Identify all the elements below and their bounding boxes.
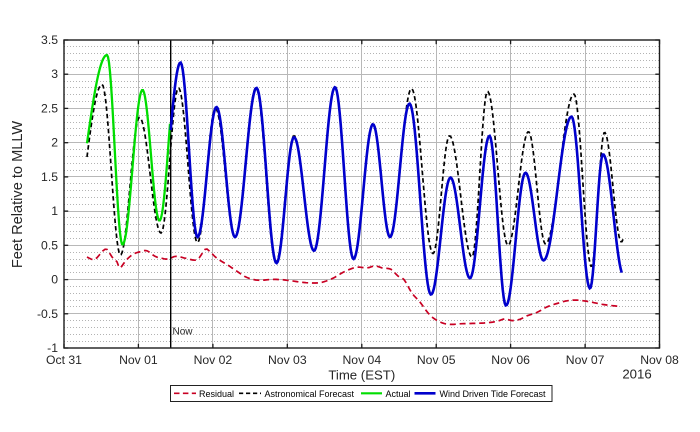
- svg-text:-1: -1: [47, 341, 58, 355]
- svg-text:Nov 08: Nov 08: [640, 353, 679, 367]
- svg-text:2: 2: [51, 136, 58, 150]
- svg-text:Nov 07: Nov 07: [566, 353, 605, 367]
- svg-text:3: 3: [51, 67, 58, 81]
- svg-text:Residual: Residual: [199, 389, 234, 399]
- svg-text:1.5: 1.5: [41, 170, 58, 184]
- svg-text:0: 0: [51, 273, 58, 287]
- svg-text:Nov 04: Nov 04: [342, 353, 381, 367]
- svg-text:Nov 03: Nov 03: [268, 353, 307, 367]
- svg-text:3.5: 3.5: [41, 33, 58, 47]
- svg-text:Wind Driven Tide Forecast: Wind Driven Tide Forecast: [440, 389, 547, 399]
- svg-text:2016: 2016: [622, 367, 651, 382]
- svg-text:-0.5: -0.5: [37, 307, 58, 321]
- svg-text:1: 1: [51, 204, 58, 218]
- svg-text:2.5: 2.5: [41, 101, 58, 115]
- svg-text:Actual: Actual: [386, 389, 411, 399]
- svg-text:Nov 02: Nov 02: [194, 353, 233, 367]
- svg-text:Now: Now: [173, 327, 194, 338]
- svg-text:Feet Relative to MLLW: Feet Relative to MLLW: [10, 121, 26, 269]
- svg-text:0.5: 0.5: [41, 238, 58, 252]
- svg-text:Oct 31: Oct 31: [46, 353, 82, 367]
- svg-text:Nov 05: Nov 05: [417, 353, 456, 367]
- svg-text:Time (EST): Time (EST): [328, 368, 395, 383]
- svg-text:Astronomical Forecast: Astronomical Forecast: [265, 389, 355, 399]
- svg-text:Nov 01: Nov 01: [119, 353, 158, 367]
- svg-text:Nov 06: Nov 06: [491, 353, 530, 367]
